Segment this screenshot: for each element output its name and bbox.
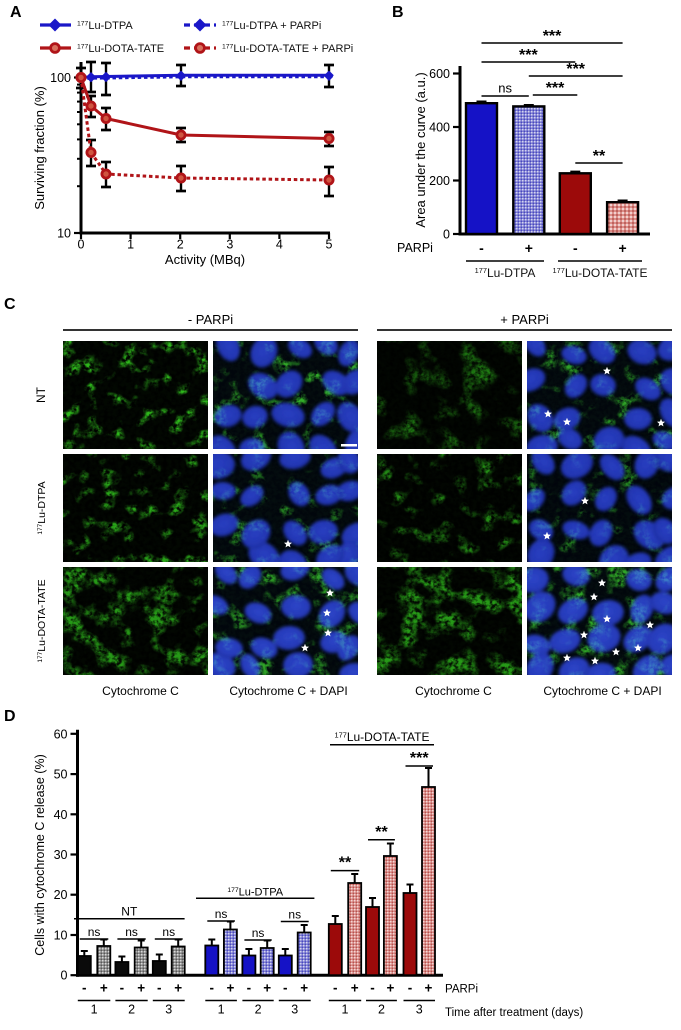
svg-text:+: + bbox=[263, 981, 271, 996]
svg-text:PARPi: PARPi bbox=[445, 984, 478, 996]
svg-text:***: *** bbox=[519, 47, 538, 64]
svg-text:**: ** bbox=[375, 824, 388, 841]
svg-text:177Lu-DTPA: 177Lu-DTPA bbox=[36, 481, 48, 534]
svg-text:-: - bbox=[283, 981, 288, 996]
svg-text:30: 30 bbox=[54, 848, 68, 862]
svg-text:3: 3 bbox=[165, 1003, 172, 1017]
svg-text:10: 10 bbox=[57, 227, 71, 241]
svg-text:ns: ns bbox=[88, 925, 101, 939]
svg-text:-: - bbox=[120, 981, 125, 996]
svg-text:177Lu-DOTA-TATE: 177Lu-DOTA-TATE bbox=[552, 266, 647, 280]
svg-text:***: *** bbox=[546, 80, 565, 97]
svg-text:177Lu-DOTA-TATE: 177Lu-DOTA-TATE bbox=[36, 579, 48, 662]
svg-text:1: 1 bbox=[218, 1003, 225, 1017]
svg-text:0: 0 bbox=[78, 238, 85, 252]
svg-text:1: 1 bbox=[127, 238, 134, 252]
svg-text:-: - bbox=[573, 240, 578, 256]
svg-text:10: 10 bbox=[54, 929, 68, 943]
svg-text:+: + bbox=[174, 981, 182, 996]
svg-text:+: + bbox=[386, 981, 394, 996]
svg-text:0: 0 bbox=[443, 228, 450, 242]
svg-text:ns: ns bbox=[215, 907, 228, 921]
svg-text:-: - bbox=[247, 981, 252, 996]
svg-text:***: *** bbox=[566, 61, 585, 78]
svg-text:40: 40 bbox=[54, 808, 68, 822]
svg-text:-: - bbox=[82, 981, 87, 996]
svg-text:50: 50 bbox=[54, 768, 68, 782]
svg-text:1: 1 bbox=[342, 1003, 349, 1017]
svg-text:177Lu-DTPA: 177Lu-DTPA bbox=[77, 20, 133, 32]
svg-text:2: 2 bbox=[177, 238, 184, 252]
svg-text:ns: ns bbox=[498, 81, 512, 96]
svg-text:Time after treatment (days): Time after treatment (days) bbox=[445, 1007, 583, 1019]
svg-text:Activity (MBq): Activity (MBq) bbox=[165, 252, 245, 267]
svg-text:3: 3 bbox=[226, 238, 233, 252]
svg-text:NT: NT bbox=[34, 386, 48, 403]
svg-text:ns: ns bbox=[252, 926, 265, 940]
svg-text:***: *** bbox=[543, 28, 562, 45]
svg-text:-: - bbox=[370, 981, 375, 996]
svg-text:177Lu-DTPA: 177Lu-DTPA bbox=[227, 886, 283, 898]
svg-text:-: - bbox=[333, 981, 338, 996]
svg-text:+: + bbox=[300, 981, 308, 996]
svg-text:***: *** bbox=[410, 750, 429, 767]
svg-text:600: 600 bbox=[429, 67, 450, 81]
svg-text:177Lu-DTPA: 177Lu-DTPA bbox=[475, 266, 536, 280]
svg-text:-: - bbox=[210, 981, 215, 996]
svg-text:NT: NT bbox=[121, 905, 138, 919]
svg-text:+: + bbox=[137, 981, 145, 996]
svg-text:+: + bbox=[351, 981, 359, 996]
svg-text:5: 5 bbox=[326, 238, 333, 252]
svg-text:2: 2 bbox=[378, 1003, 385, 1017]
svg-text:ns: ns bbox=[125, 925, 138, 939]
svg-text:400: 400 bbox=[429, 121, 450, 135]
svg-text:**: ** bbox=[339, 855, 352, 872]
svg-text:PARPi: PARPi bbox=[397, 241, 433, 255]
svg-text:-: - bbox=[157, 981, 162, 996]
svg-text:2: 2 bbox=[128, 1003, 135, 1017]
svg-text:177Lu-DOTA-TATE: 177Lu-DOTA-TATE bbox=[77, 43, 164, 55]
svg-text:1: 1 bbox=[91, 1003, 98, 1017]
svg-text:3: 3 bbox=[291, 1003, 298, 1017]
svg-text:+: + bbox=[226, 981, 234, 996]
svg-text:177Lu-DOTA-TATE: 177Lu-DOTA-TATE bbox=[334, 730, 429, 744]
svg-text:+: + bbox=[619, 240, 627, 256]
svg-text:60: 60 bbox=[54, 727, 68, 741]
svg-text:200: 200 bbox=[429, 174, 450, 188]
svg-text:177Lu-DTPA + PARPi: 177Lu-DTPA + PARPi bbox=[222, 20, 321, 32]
svg-text:20: 20 bbox=[54, 888, 68, 902]
svg-text:+: + bbox=[525, 240, 533, 256]
svg-text:Cells with cytochrome C releas: Cells with cytochrome C release (%) bbox=[33, 754, 47, 955]
svg-text:4: 4 bbox=[276, 238, 283, 252]
svg-text:ns: ns bbox=[288, 908, 301, 922]
svg-text:-: - bbox=[479, 240, 484, 256]
svg-text:Surviving fraction (%): Surviving fraction (%) bbox=[32, 86, 47, 210]
svg-text:3: 3 bbox=[416, 1003, 423, 1017]
svg-text:0: 0 bbox=[61, 969, 68, 983]
svg-text:+: + bbox=[425, 981, 433, 996]
svg-text:Area under the curve (a.u.): Area under the curve (a.u.) bbox=[413, 72, 428, 227]
svg-text:100: 100 bbox=[50, 71, 71, 85]
svg-text:2: 2 bbox=[255, 1003, 262, 1017]
svg-text:177Lu-DOTA-TATE + PARPi: 177Lu-DOTA-TATE + PARPi bbox=[222, 43, 353, 55]
svg-text:ns: ns bbox=[162, 925, 175, 939]
svg-text:**: ** bbox=[593, 148, 606, 165]
svg-text:+: + bbox=[100, 981, 108, 996]
svg-text:-: - bbox=[408, 981, 413, 996]
